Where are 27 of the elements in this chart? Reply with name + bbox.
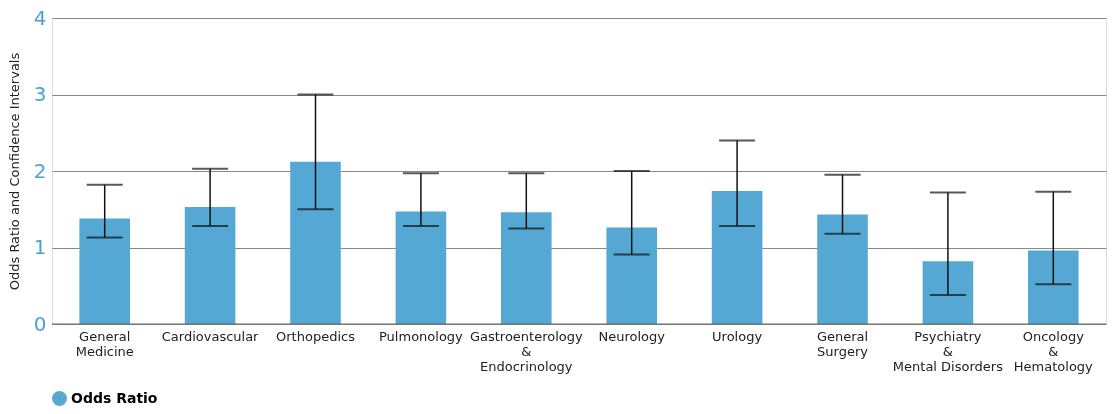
x-tick-label: General Medicine (75, 328, 134, 359)
x-tick-label: Orthopedics (276, 328, 356, 344)
bar (817, 214, 868, 324)
y-axis-title: Odds Ratio and Confidence Intervals (6, 52, 22, 291)
x-tick-label: Neurology (598, 328, 666, 344)
bar (711, 190, 763, 324)
x-tick-label: Gastroenterology & Endocrinology (469, 328, 583, 374)
x-tick-label: Urology (712, 328, 763, 344)
y-tick-label: 2 (33, 158, 47, 183)
y-tick-label: 3 (33, 82, 47, 106)
bar (922, 261, 974, 324)
bar (606, 227, 657, 324)
y-tick-label: 0 (33, 311, 47, 336)
bar (501, 212, 552, 324)
bar (184, 206, 236, 324)
x-tick-label: Pulmonology (379, 328, 464, 344)
bar (1028, 250, 1079, 324)
legend-label: Odds Ratio (71, 389, 158, 406)
y-tick-label: 1 (33, 235, 47, 259)
x-tick-label: General Surgery (816, 328, 869, 359)
x-tick-label: Psychiatry & Mental Disorders (892, 328, 1004, 374)
x-tick-label: Oncology & Hematology (1013, 328, 1094, 374)
bar (290, 161, 341, 324)
bar (79, 218, 130, 324)
x-tick-label: Cardiovascular (161, 328, 260, 344)
y-tick-label: 4 (33, 5, 47, 30)
bar (395, 211, 447, 324)
